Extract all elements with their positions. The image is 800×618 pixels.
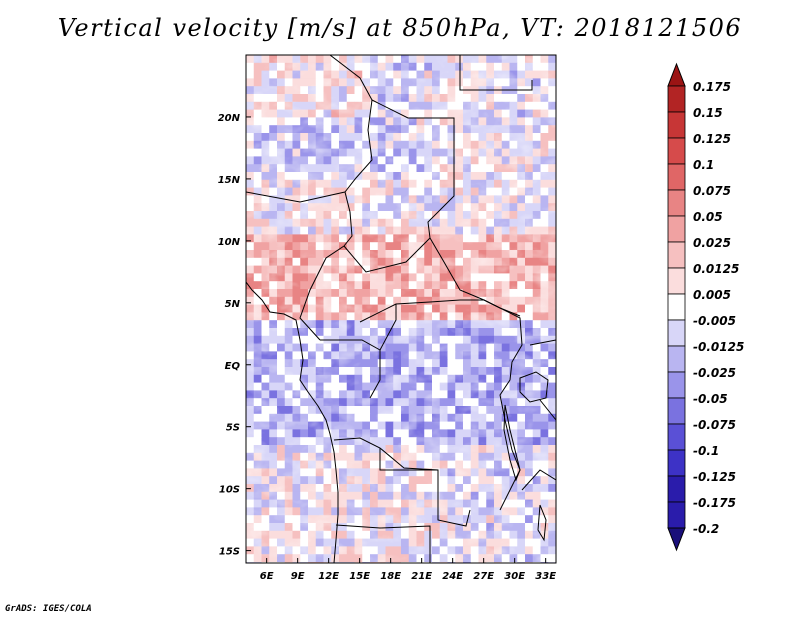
x-tick-label: 6E xyxy=(260,571,274,582)
x-tick-label: 12E xyxy=(318,571,339,582)
colorbar-label: 0.075 xyxy=(693,184,731,198)
x-tick-label: 27E xyxy=(473,571,494,582)
chart-title: Vertical velocity [m/s] at 850hPa, VT: 2… xyxy=(57,14,743,42)
colorbar-label: -0.125 xyxy=(693,470,736,484)
coastline-west xyxy=(246,281,339,563)
colorbar-label: 0.175 xyxy=(693,80,731,94)
colorbar-label: 0.025 xyxy=(693,236,731,250)
colorbar-min-arrow xyxy=(667,527,686,552)
y-tick-label: 15N xyxy=(218,175,241,186)
border-drc-east xyxy=(483,299,523,511)
y-tick-label: 5N xyxy=(225,299,241,310)
colorbar-box xyxy=(667,293,686,321)
colorbar-label: -0.075 xyxy=(693,418,736,432)
colorbar-label: -0.0125 xyxy=(693,340,744,354)
border-libya-egypt xyxy=(459,55,533,91)
colorbar-label: 0.125 xyxy=(693,132,731,146)
colorbar-label: 0.0125 xyxy=(693,262,739,276)
colorbar-box xyxy=(667,111,686,139)
colorbar-box xyxy=(667,345,686,373)
x-tick-label: 9E xyxy=(291,571,305,582)
y-axis: 20N 15N 10N 5N EQ 5S 10S 15S xyxy=(218,113,251,558)
plot-area: 6E 9E 12E 15E 18E 21E 24E 27E 30E 33E 20N 15N 10N 5N… xyxy=(218,54,557,582)
colorbar-label: -0.005 xyxy=(693,314,736,328)
x-tick-label: 15E xyxy=(349,571,370,582)
border-angola-zambia xyxy=(379,448,438,471)
colorbar-box xyxy=(667,137,686,165)
colorbar-label: -0.2 xyxy=(693,522,719,536)
border-car-drc xyxy=(359,299,484,323)
colorbar-box xyxy=(667,423,686,451)
y-tick-label: 5S xyxy=(226,423,240,434)
colorbar-box xyxy=(667,371,686,399)
border-niger-chad xyxy=(246,191,353,247)
lake-tanganyika xyxy=(503,404,521,482)
colorbar-box xyxy=(667,85,686,113)
colorbar-box xyxy=(667,267,686,295)
y-tick-label: 10S xyxy=(219,485,240,496)
border-nigeria-cameroon xyxy=(299,245,345,341)
colorbar-label: -0.025 xyxy=(693,366,736,380)
colorbar-label: 0.005 xyxy=(693,288,731,302)
colorbar-box xyxy=(667,397,686,425)
lake-malawi xyxy=(537,504,547,542)
colorbar-box xyxy=(667,215,686,243)
colorbar-max-arrow xyxy=(667,62,686,87)
border-libya-chad-sudan xyxy=(371,99,455,239)
border-angola-namibia xyxy=(335,524,431,563)
colorbar-box xyxy=(667,501,686,529)
colorbar-box xyxy=(667,319,686,347)
colorbar-box xyxy=(667,475,686,503)
x-tick-label: 21E xyxy=(411,571,432,582)
y-tick-label: 10N xyxy=(218,237,241,248)
grads-credit: GrADS: IGES/COLA xyxy=(5,604,92,614)
border-congo-drc xyxy=(379,304,397,351)
x-tick-label: 24E xyxy=(442,571,463,582)
field-texture xyxy=(246,55,556,563)
y-tick-label: 15S xyxy=(219,547,240,558)
colorbar-label: 0.1 xyxy=(693,158,714,172)
x-axis: 6E 9E 12E 15E 18E 21E 24E 27E 30E 33E xyxy=(260,558,556,582)
colorbar-box xyxy=(667,449,686,477)
y-tick-label: 20N xyxy=(218,113,241,124)
x-tick-label: 33E xyxy=(535,571,556,582)
border-east-edge xyxy=(521,339,556,491)
colorbar-label: -0.175 xyxy=(693,496,736,510)
colorbar-label: -0.05 xyxy=(693,392,728,406)
y-tick-label: EQ xyxy=(225,361,241,372)
colorbar-label: -0.1 xyxy=(693,444,719,458)
border-cameroon-congo xyxy=(320,339,381,399)
border-drc-south xyxy=(333,437,471,527)
colorbar-box xyxy=(667,241,686,269)
border-chad-car xyxy=(343,237,431,273)
colorbar-box xyxy=(667,189,686,217)
border-algeria-libya xyxy=(329,55,373,193)
colorbar-box xyxy=(667,163,686,191)
x-tick-label: 30E xyxy=(504,571,525,582)
plot-frame xyxy=(245,54,557,564)
x-tick-label: 18E xyxy=(380,571,401,582)
lake-victoria xyxy=(519,371,549,403)
country-borders xyxy=(246,55,556,563)
colorbar-label: 0.15 xyxy=(693,106,723,120)
colorbar-label: 0.05 xyxy=(693,210,723,224)
colorbar: 0.175 0.15 0.125 0.1 0.075 0.05 0.025 0.0125 0.0… xyxy=(667,62,744,552)
